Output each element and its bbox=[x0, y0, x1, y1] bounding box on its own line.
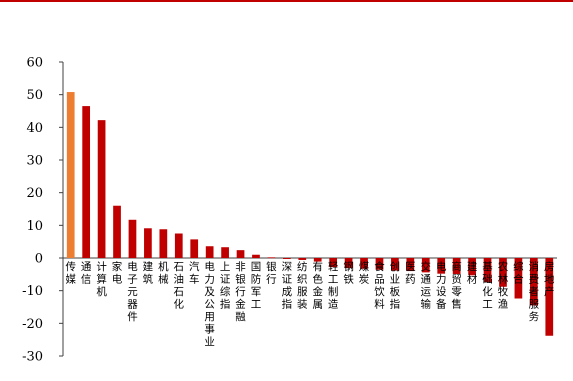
y-tick-label: 30 bbox=[26, 154, 43, 169]
bar bbox=[344, 258, 353, 269]
bar bbox=[375, 258, 384, 270]
y-tick-label: 60 bbox=[26, 56, 43, 71]
bars bbox=[66, 92, 554, 336]
x-tick-label: 建筑 bbox=[143, 260, 154, 286]
bar bbox=[406, 258, 415, 272]
y-tick-label: 10 bbox=[26, 219, 43, 234]
bar bbox=[468, 258, 476, 276]
bar bbox=[298, 258, 307, 260]
x-tick-label: 国防军工 bbox=[251, 261, 262, 311]
x-tick-label: 非银行金融 bbox=[235, 261, 246, 323]
bar bbox=[221, 247, 229, 258]
bar bbox=[421, 258, 430, 273]
y-tick-label: -30 bbox=[22, 350, 43, 365]
bar bbox=[97, 120, 106, 258]
x-tick-label: 纺织服装 bbox=[297, 260, 308, 311]
x-tick-label: 石油石化 bbox=[174, 261, 185, 311]
bar bbox=[545, 258, 554, 336]
x-tick-label: 农林牧渔 bbox=[498, 260, 509, 311]
x-tick-label: 有色金属 bbox=[312, 260, 323, 311]
x-tick-label: 电力设备 bbox=[436, 260, 447, 311]
x-axis-labels: 传媒通信计算机家电电子元器件建筑机械石油石化汽车电力及公用事业上证综指非银行金融… bbox=[65, 260, 555, 348]
bar bbox=[313, 258, 322, 262]
bar bbox=[483, 258, 492, 283]
x-tick-label: 上证综指 bbox=[220, 261, 231, 311]
x-tick-label: 深证成指 bbox=[282, 261, 293, 311]
bar bbox=[174, 233, 183, 258]
x-tick-label: 消费者服务 bbox=[529, 260, 540, 323]
bar bbox=[329, 258, 338, 268]
bar bbox=[514, 258, 523, 299]
bar bbox=[82, 106, 91, 258]
x-tick-label: 创业板指 bbox=[390, 260, 401, 311]
x-tick-label: 电力及公用事业 bbox=[204, 260, 215, 348]
header-rule bbox=[0, 0, 573, 2]
x-tick-label: 交通运输 bbox=[421, 260, 432, 311]
x-tick-label: 电子元器件 bbox=[127, 260, 138, 323]
bar bbox=[190, 239, 199, 258]
bar bbox=[236, 250, 245, 258]
x-tick-label: 商贸零售 bbox=[451, 260, 462, 311]
bar bbox=[267, 257, 276, 259]
bar bbox=[360, 258, 368, 269]
x-tick-label: 轻工制造 bbox=[328, 260, 339, 311]
x-tick-label: 通信 bbox=[81, 261, 92, 286]
y-tick-label: 50 bbox=[26, 88, 43, 103]
y-tick-label: 20 bbox=[26, 186, 43, 201]
y-tick-label: -10 bbox=[22, 284, 43, 299]
y-tick-label: -20 bbox=[22, 317, 43, 332]
x-tick-label: 医药 bbox=[405, 261, 416, 286]
bar bbox=[205, 246, 214, 258]
bar bbox=[128, 219, 137, 258]
bar bbox=[113, 205, 121, 258]
x-tick-label: 房地产 bbox=[544, 260, 555, 298]
y-tick-label: 40 bbox=[26, 121, 43, 136]
bar bbox=[66, 92, 75, 258]
bar bbox=[529, 258, 538, 306]
x-tick-label: 煤炭 bbox=[359, 260, 370, 286]
x-tick-label: 家电 bbox=[112, 260, 123, 286]
x-tick-label: 综合 bbox=[513, 260, 524, 286]
bar bbox=[437, 258, 446, 274]
x-tick-label: 钢铁 bbox=[343, 260, 354, 286]
x-tick-label: 计算机 bbox=[96, 260, 107, 298]
bar bbox=[391, 258, 399, 271]
x-tick-label: 基础化工 bbox=[482, 260, 493, 311]
bar bbox=[144, 228, 152, 258]
x-tick-label: 汽车 bbox=[189, 260, 200, 286]
x-tick-label: 银行 bbox=[266, 260, 277, 286]
bar bbox=[252, 254, 260, 258]
x-tick-label: 机械 bbox=[158, 260, 169, 286]
bar bbox=[499, 258, 507, 287]
x-tick-label: 传媒 bbox=[65, 261, 76, 286]
bar bbox=[452, 258, 461, 275]
x-tick-label: 食品饮料 bbox=[374, 260, 385, 311]
bar bbox=[159, 229, 168, 258]
y-tick-label: 0 bbox=[35, 252, 43, 267]
bar bbox=[282, 258, 291, 259]
x-tick-label: 建材 bbox=[467, 260, 478, 286]
